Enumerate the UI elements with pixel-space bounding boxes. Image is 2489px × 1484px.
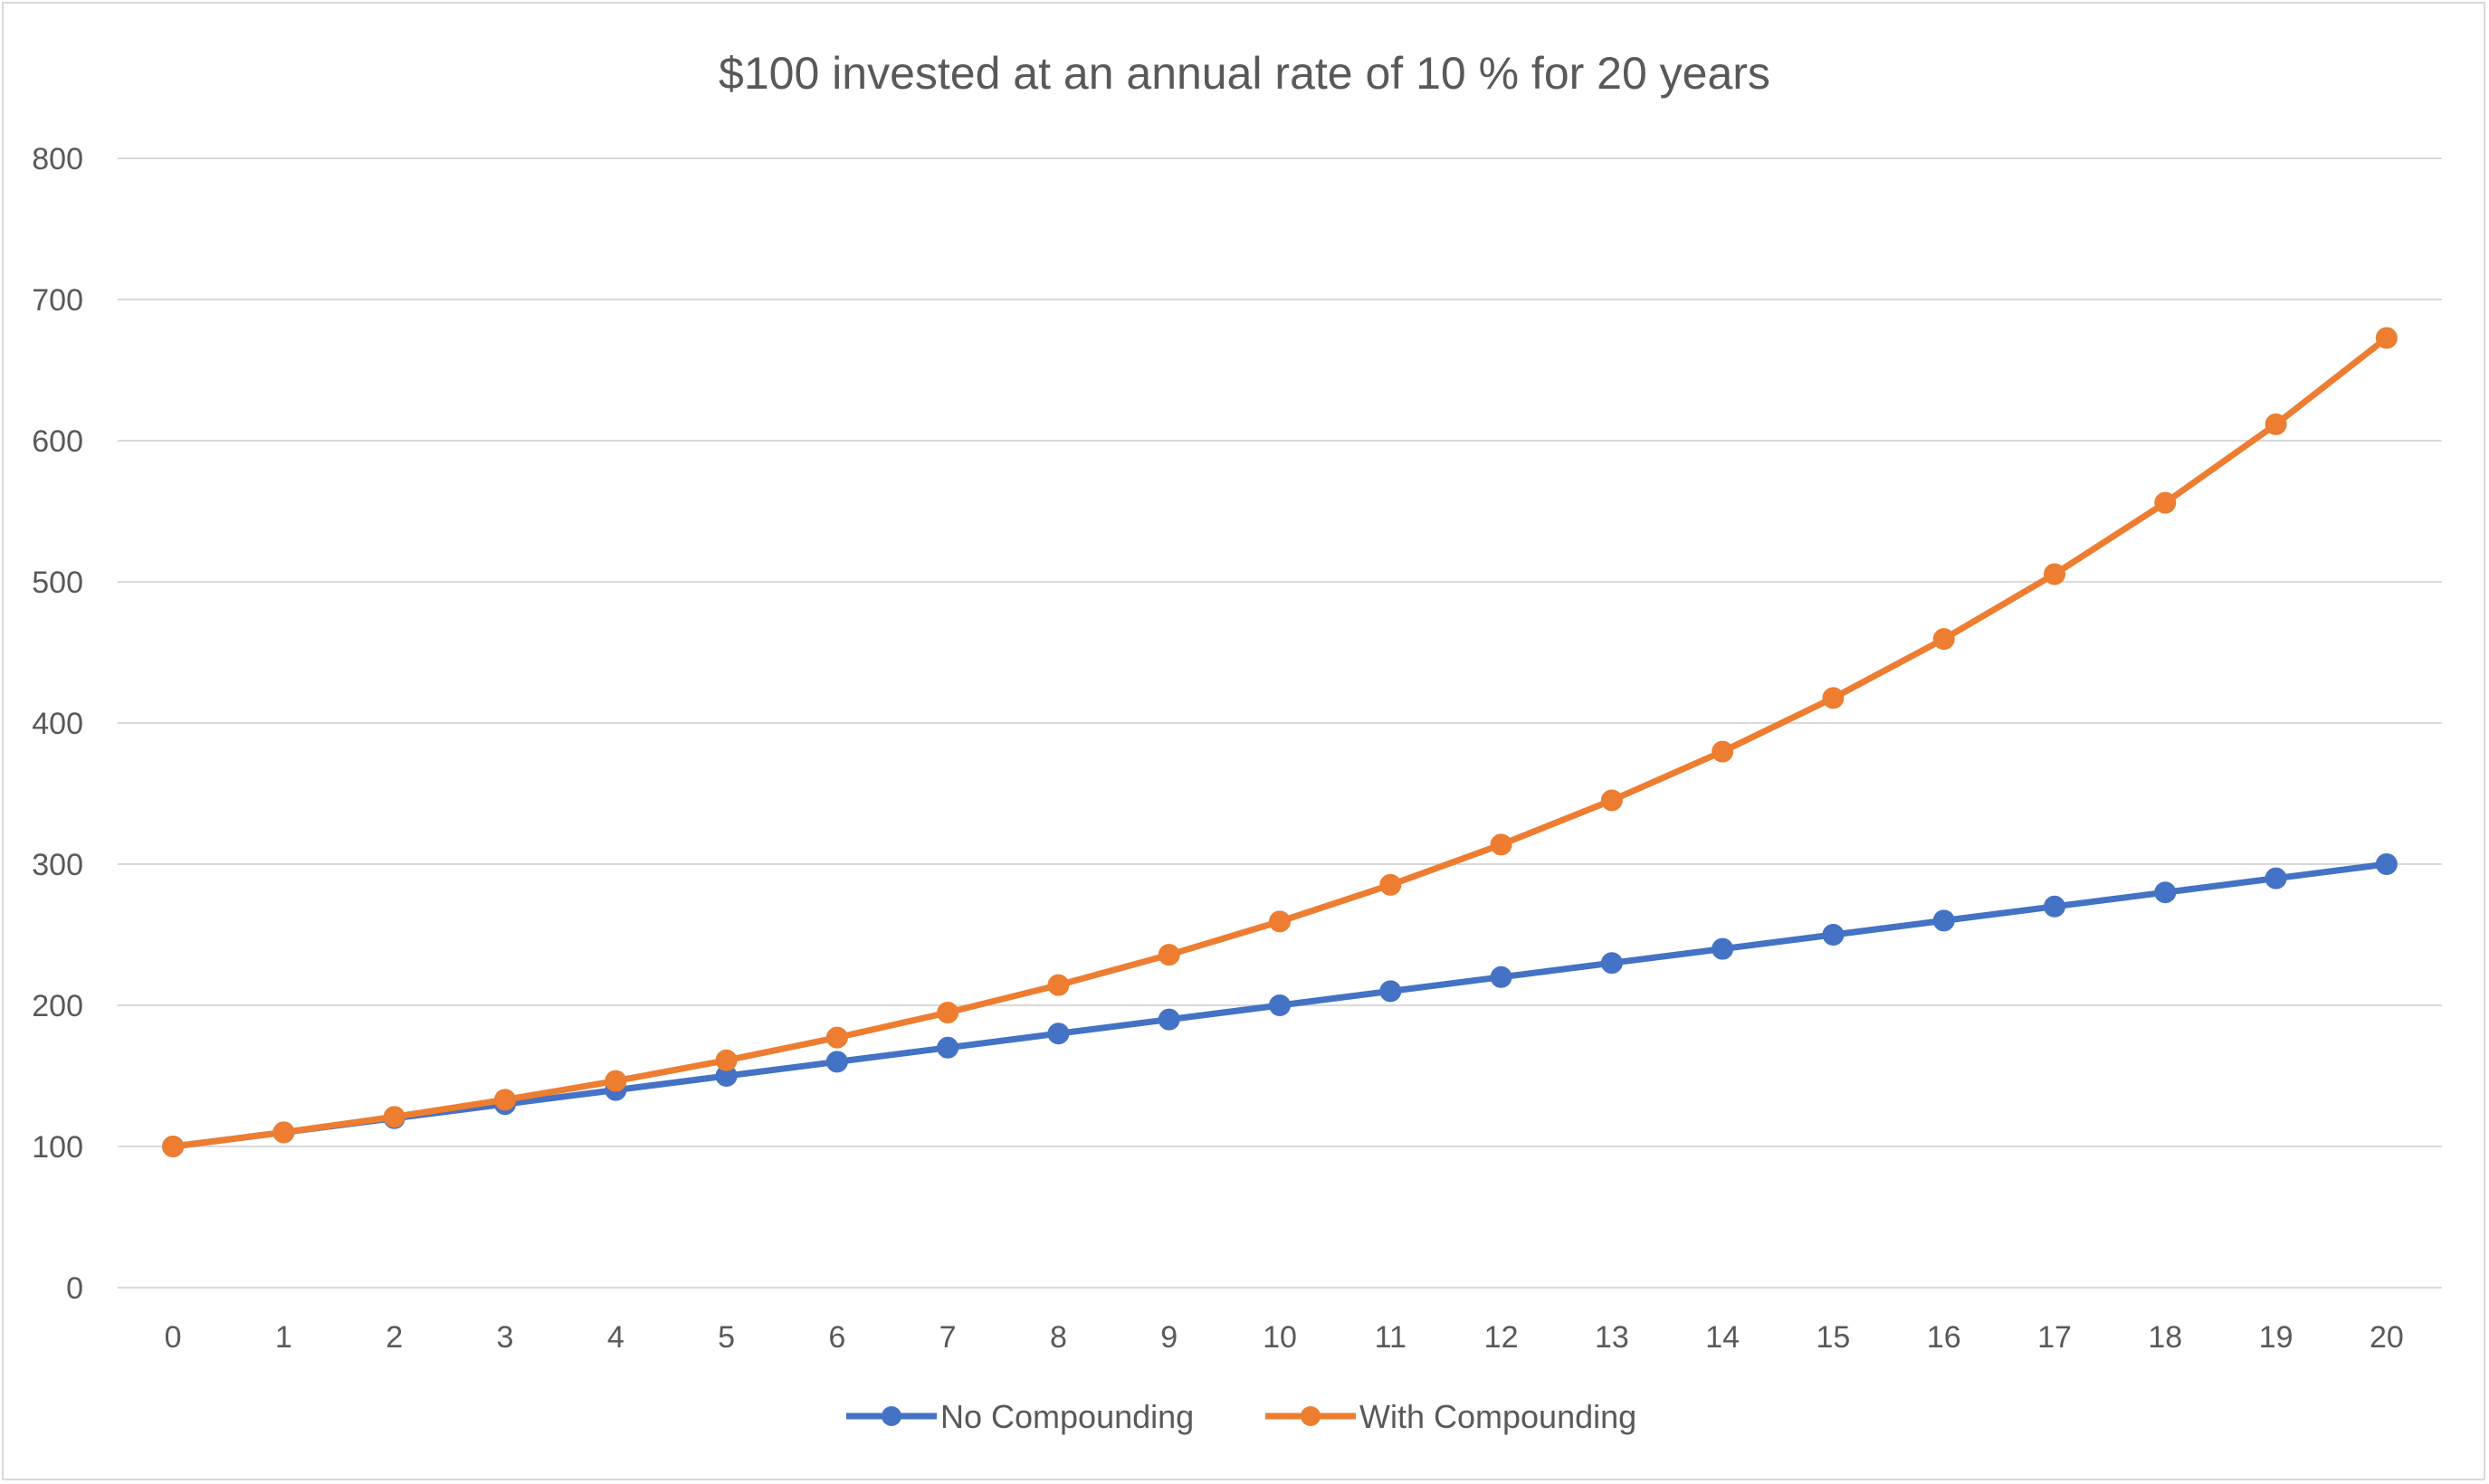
x-tick-label: 17 bbox=[2037, 1320, 2072, 1355]
data-point bbox=[1269, 910, 1291, 933]
data-point bbox=[2044, 895, 2065, 918]
data-point bbox=[2154, 881, 2177, 904]
y-tick-label: 400 bbox=[32, 707, 83, 741]
data-point bbox=[162, 1136, 185, 1157]
data-point bbox=[2375, 327, 2398, 349]
data-point bbox=[383, 1106, 405, 1128]
legend-label: With Compounding bbox=[1359, 1398, 1636, 1435]
x-tick-label: 11 bbox=[1375, 1320, 1407, 1355]
y-tick-label: 300 bbox=[32, 848, 83, 882]
series-with-compounding bbox=[162, 327, 2398, 1157]
gridlines bbox=[118, 157, 2442, 1289]
data-point bbox=[1822, 924, 1845, 946]
y-tick-label: 500 bbox=[32, 566, 83, 600]
x-tick-label: 14 bbox=[1705, 1320, 1740, 1355]
data-point bbox=[272, 1121, 295, 1144]
data-point bbox=[2044, 563, 2065, 585]
series-line bbox=[169, 335, 2390, 1150]
x-tick-label: 4 bbox=[607, 1320, 625, 1355]
data-point bbox=[494, 1089, 516, 1111]
y-axis-tick-labels: 0 100 200 300 400 500 600 700 800 bbox=[32, 142, 83, 1306]
x-axis-tick-labels: 0 1 2 3 4 5 6 7 8 9 10 11 12 13 14 15 16 17 18 19 20 bbox=[165, 1320, 2404, 1355]
data-point bbox=[2265, 867, 2287, 889]
x-tick-label: 3 bbox=[497, 1320, 514, 1355]
data-point bbox=[1158, 1008, 1180, 1031]
data-point bbox=[1490, 833, 1512, 856]
data-point bbox=[825, 1026, 848, 1049]
y-tick-label: 800 bbox=[32, 142, 83, 176]
x-tick-label: 19 bbox=[2259, 1320, 2294, 1355]
x-tick-label: 18 bbox=[2148, 1320, 2182, 1355]
x-tick-label: 0 bbox=[165, 1320, 182, 1355]
chart-title: $100 invested at an annual rate of 10 % … bbox=[719, 48, 1770, 99]
data-point bbox=[825, 1051, 848, 1073]
data-point bbox=[937, 1036, 959, 1059]
legend-item: With Compounding bbox=[1265, 1398, 1636, 1435]
data-point bbox=[937, 1002, 959, 1024]
data-point bbox=[1600, 789, 1623, 812]
data-point bbox=[715, 1049, 738, 1071]
data-point bbox=[1712, 937, 1734, 960]
data-point bbox=[1822, 687, 1845, 709]
data-point bbox=[1047, 974, 1070, 996]
x-tick-label: 10 bbox=[1263, 1320, 1297, 1355]
x-tick-label: 20 bbox=[2370, 1320, 2404, 1355]
data-point bbox=[2265, 413, 2287, 435]
x-tick-label: 8 bbox=[1050, 1320, 1067, 1355]
legend-item: No Compounding bbox=[846, 1398, 1194, 1435]
data-point bbox=[605, 1070, 627, 1092]
x-tick-label: 1 bbox=[275, 1320, 292, 1355]
x-tick-label: 7 bbox=[939, 1320, 957, 1355]
x-tick-label: 16 bbox=[1927, 1320, 1961, 1355]
legend-label: No Compounding bbox=[940, 1398, 1194, 1435]
data-point bbox=[1932, 909, 1955, 932]
x-tick-label: 6 bbox=[828, 1320, 845, 1355]
data-point bbox=[1269, 994, 1291, 1016]
y-tick-label: 0 bbox=[66, 1271, 83, 1306]
data-point bbox=[1932, 628, 1955, 651]
y-tick-label: 600 bbox=[32, 424, 83, 459]
y-tick-label: 100 bbox=[32, 1130, 83, 1165]
legend-marker-swatch bbox=[882, 1406, 901, 1426]
data-point bbox=[1379, 873, 1402, 896]
x-tick-label: 13 bbox=[1595, 1320, 1629, 1355]
y-tick-label: 200 bbox=[32, 989, 83, 1023]
data-point bbox=[1490, 966, 1512, 988]
data-point bbox=[1712, 740, 1734, 763]
x-tick-label: 2 bbox=[386, 1320, 403, 1355]
data-point bbox=[1047, 1023, 1070, 1045]
data-point bbox=[1158, 944, 1180, 966]
data-point bbox=[2154, 491, 2177, 514]
x-tick-label: 9 bbox=[1160, 1320, 1178, 1355]
legend: No Compounding With Compounding bbox=[846, 1398, 1636, 1435]
legend-marker-swatch bbox=[1301, 1406, 1321, 1426]
x-tick-label: 12 bbox=[1484, 1320, 1519, 1355]
x-tick-label: 15 bbox=[1817, 1320, 1851, 1355]
y-tick-label: 700 bbox=[32, 283, 83, 318]
data-point bbox=[1600, 952, 1623, 975]
data-point bbox=[2375, 853, 2398, 875]
data-point bbox=[1379, 980, 1402, 1003]
series-layer bbox=[162, 327, 2398, 1157]
x-tick-label: 5 bbox=[718, 1320, 735, 1355]
